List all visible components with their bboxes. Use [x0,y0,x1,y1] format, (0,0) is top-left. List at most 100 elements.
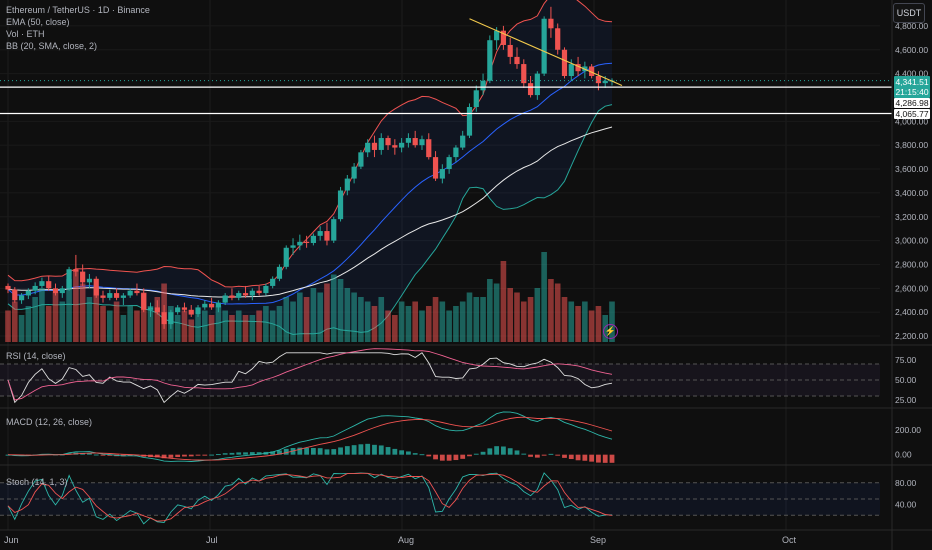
candle-body [324,231,330,241]
volume-bar [290,301,296,342]
stoch-k-line [7,472,613,525]
candle-body [466,107,473,136]
price-tick-label: 2,400.00 [895,307,928,317]
volume-bar [45,306,52,342]
macd-histogram-bar [548,453,554,455]
volume-bar [588,310,595,342]
time-tick-label: Sep [590,535,606,545]
volume-bar [514,292,520,342]
candle-body [521,64,527,84]
volume-bar [595,306,602,342]
last-price-badge: 4,341.51 21:15:40 [894,76,930,98]
macd-histogram-bar [243,452,248,455]
candle-body [229,295,235,298]
candle-body [175,307,181,313]
symbol-title: Ethereum / TetherUS · 1D · Binance [6,5,150,15]
candle-body [127,290,133,296]
macd-histogram-bar [372,444,377,455]
time-tick-label: Aug [398,535,414,545]
macd-histogram-bar [419,454,425,456]
volume-bar [480,297,486,342]
candle-body [344,178,350,191]
volume-bar [554,283,561,342]
volume-bar [324,283,330,342]
volume-bar [235,310,242,342]
candle-body [202,303,208,308]
volume-bar [378,297,385,342]
macd-histogram-bar [507,448,513,455]
volume-bar [73,270,79,342]
volume-bar [439,301,446,342]
volume-bar [385,310,391,342]
volume-bar [351,292,357,342]
macd-histogram-bar [602,454,608,463]
macd-histogram-bar [93,454,99,456]
currency-button[interactable]: USDT [893,3,925,23]
candle-body [405,138,412,143]
volume-bar [337,279,344,342]
volume-bar [419,310,425,342]
rsi-tick-label: 25.00 [895,395,917,405]
macd-histogram-bar [154,454,160,458]
macd-histogram-bar [127,454,133,456]
macd-histogram-bar [439,454,445,461]
macd-histogram-bar [331,449,337,455]
candle-body [242,293,249,296]
macd-histogram-bar [568,454,574,460]
price-tick-label: 4,000.00 [895,116,928,126]
candle-body [548,18,554,29]
macd-histogram-bar [222,453,228,455]
volume-bar [263,306,269,342]
macd-histogram-bar [392,448,398,455]
volume-bar [466,292,473,342]
macd-histogram-bar [215,454,221,456]
volume-bar [358,297,364,342]
volume-bar [11,301,18,342]
volume-bar [548,279,554,342]
candle-body [555,28,561,50]
macd-histogram-bar [412,453,418,455]
volume-bar [432,297,439,342]
volume-bar [208,315,215,342]
candle-body [358,152,364,167]
candle-body [419,139,425,146]
volume-bar [453,306,459,342]
volume-bar [609,301,615,342]
candle-body [378,138,384,150]
candle-body [249,290,255,296]
candle-body [487,40,493,81]
candle-body [392,145,398,148]
volume-bar [398,301,405,342]
time-tick-label: Oct [782,535,797,545]
candle-body [134,290,140,294]
macd-signal-line [7,416,613,461]
macd-histogram-bar [283,448,289,455]
volume-bar [113,301,120,342]
macd-histogram-bar [87,453,92,455]
candle-body [147,307,154,310]
volume-bar [256,310,262,342]
candle-body [541,18,547,74]
macd-tick-label: 200.00 [895,425,921,435]
candle-body [453,147,459,158]
candle-body [297,241,303,246]
macd-histogram-bar [467,454,472,457]
macd-histogram-bar [358,444,364,455]
lightning-icon[interactable]: ⚡ [603,324,618,339]
candle-body [80,271,86,283]
candle-body [480,80,486,91]
level-lower-badge: 4,065.77 [894,109,930,119]
price-tick-label: 2,600.00 [895,283,928,293]
candle-body [66,269,72,289]
volume-bar [5,310,11,342]
stoch-legend: Stoch (14, 1, 3) [6,477,68,487]
rsi-tick-label: 75.00 [895,355,917,365]
volume-bar [202,310,208,342]
ema-legend: EMA (50, close) [6,17,70,27]
volume-bar [500,261,507,342]
candle-body [365,142,371,153]
macd-histogram-bar [209,454,214,456]
candle-body [270,278,276,286]
volume-bar [140,292,147,342]
